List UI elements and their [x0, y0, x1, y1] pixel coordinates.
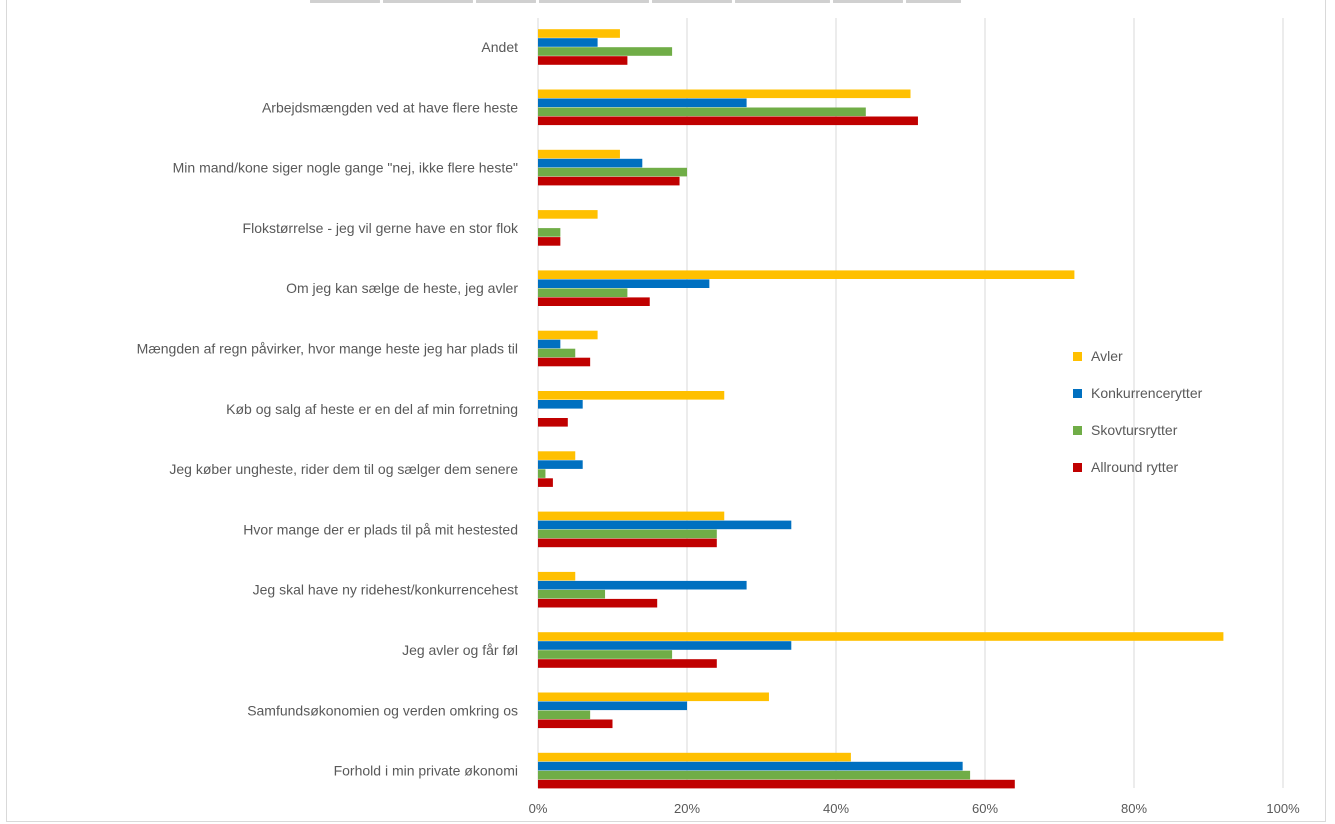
bar — [538, 770, 971, 780]
bar — [538, 418, 568, 427]
bar — [538, 598, 658, 608]
category-label: Andet — [481, 39, 518, 55]
chart-title-cropped — [310, 0, 980, 3]
legend-swatch — [1073, 426, 1082, 435]
x-tick-label: 60% — [972, 801, 998, 816]
bar — [538, 56, 628, 65]
bar — [538, 710, 591, 720]
x-axis-ticks: 0% 20% 40% 60% 80% 100% — [529, 801, 1300, 816]
bar — [538, 400, 583, 409]
x-tick-label: 40% — [823, 801, 849, 816]
bar — [538, 149, 620, 159]
bar — [538, 650, 673, 659]
category-label: Jeg skal have ny ridehest/konkurrencehes… — [253, 582, 518, 598]
bar — [538, 469, 546, 478]
legend-label: Avler — [1091, 348, 1123, 364]
bar — [538, 339, 561, 349]
bar — [538, 89, 911, 99]
bar — [538, 98, 747, 108]
legend-swatch — [1073, 389, 1082, 398]
bar — [538, 641, 792, 650]
bar — [538, 288, 628, 297]
bar — [538, 580, 747, 590]
bar — [538, 571, 576, 581]
bar — [538, 38, 598, 47]
bar — [538, 297, 650, 306]
category-label: Jeg avler og får føl — [402, 642, 518, 658]
bar — [538, 47, 673, 56]
bar — [538, 357, 591, 367]
bar — [538, 330, 598, 340]
bar — [538, 348, 576, 358]
bar — [538, 659, 717, 668]
bar — [538, 511, 725, 521]
legend-label: Konkurrencerytter — [1091, 385, 1203, 401]
bar — [538, 520, 792, 530]
bar — [538, 210, 598, 219]
bar — [538, 701, 687, 711]
bar — [538, 538, 717, 548]
gridlines — [537, 18, 1284, 788]
bar — [538, 692, 769, 702]
bar — [538, 228, 561, 237]
category-label: Min mand/kone siger nogle gange "nej, ik… — [173, 160, 518, 176]
category-label: Arbejdsmængden ved at have flere heste — [262, 99, 518, 115]
bar — [538, 460, 583, 469]
bar — [538, 107, 866, 117]
bar — [538, 29, 620, 38]
category-labels: Andet Arbejdsmængden ved at have flere he… — [137, 39, 519, 779]
category-label: Forhold i min private økonomi — [334, 763, 518, 779]
x-tick-label: 0% — [529, 801, 548, 816]
x-tick-label: 80% — [1121, 801, 1147, 816]
bar — [538, 761, 963, 771]
x-tick-label: 100% — [1266, 801, 1300, 816]
bar — [538, 752, 851, 762]
bar — [538, 779, 1015, 789]
category-label: Samfundsøkonomien og verden omkring os — [247, 702, 518, 718]
bar — [538, 158, 643, 168]
bars — [538, 29, 1224, 789]
bar — [538, 529, 717, 539]
bar — [538, 167, 687, 177]
category-label: Hvor mange der er plads til på mit heste… — [243, 521, 518, 537]
bar — [538, 270, 1075, 279]
bar — [538, 391, 725, 400]
bar — [538, 237, 561, 246]
category-label: Om jeg kan sælge de heste, jeg avler — [286, 280, 518, 296]
x-tick-label: 20% — [674, 801, 700, 816]
bar — [538, 478, 553, 487]
category-label: Jeg køber ungheste, rider dem til og sæl… — [169, 461, 518, 477]
bar — [538, 116, 918, 126]
bar — [538, 632, 1224, 641]
legend-swatch — [1073, 352, 1082, 361]
legend-label: Skovtursrytter — [1091, 422, 1178, 438]
bar — [538, 589, 606, 599]
bar — [538, 451, 576, 460]
category-label: Flokstørrelse - jeg vil gerne have en st… — [243, 220, 519, 236]
bar — [538, 279, 710, 288]
legend-swatch — [1073, 463, 1082, 472]
legend-label: Allround rytter — [1091, 459, 1178, 475]
legend: Avler Konkurrencerytter Skovtursrytter Allr… — [1073, 348, 1203, 475]
category-label: Køb og salg af heste er en del af min fo… — [226, 401, 518, 417]
category-label: Mængden af regn påvirker, hvor mange hes… — [137, 341, 518, 357]
bar — [538, 719, 613, 729]
bar — [538, 176, 680, 186]
